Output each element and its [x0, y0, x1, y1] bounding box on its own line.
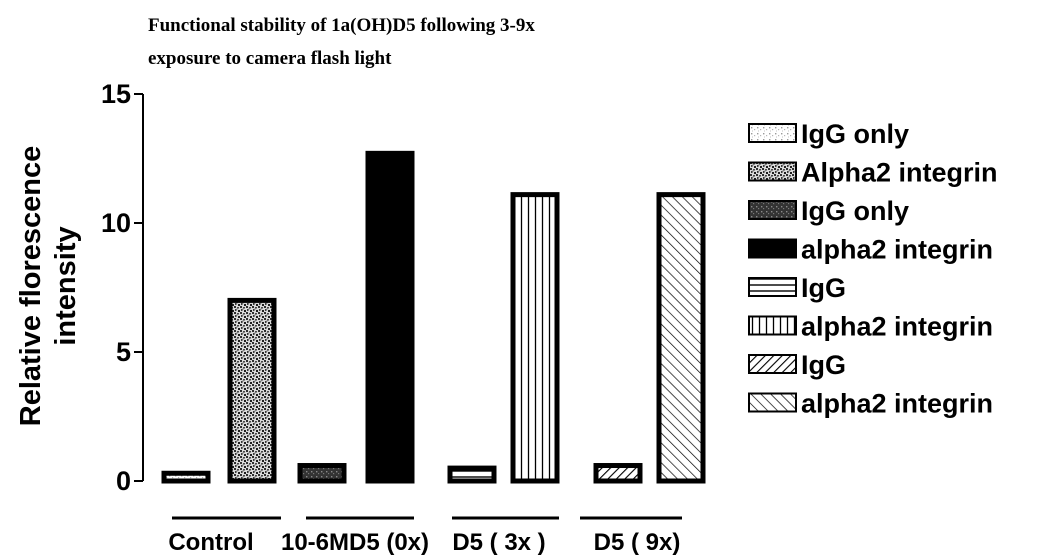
y-tick-label: 0: [116, 466, 131, 496]
legend-swatch: [748, 277, 797, 297]
x-group-label: D5 ( 9x): [594, 529, 681, 556]
legend-swatch: [748, 238, 797, 259]
x-group-label: 10-6MD5 (0x): [281, 529, 429, 556]
y-tick-label: 10: [101, 208, 131, 238]
bar-2-0: [447, 465, 497, 484]
legend-swatch: [748, 354, 797, 374]
legend: IgG only Alpha2 integrin IgG only alpha2 in…: [748, 119, 998, 419]
legend-label: IgG only: [801, 119, 909, 149]
y-tick-label: 15: [101, 79, 131, 109]
bar-0-1: [227, 297, 277, 484]
x-group-label: D5 ( 3x ): [452, 529, 545, 556]
bar-3-0: [593, 463, 643, 484]
chart-title-line-1: Functional stability of 1a(OH)D5 followi…: [148, 15, 535, 36]
legend-label: alpha2 integrin: [801, 312, 993, 342]
bar-2-1: [510, 192, 560, 484]
x-group-label: Control: [168, 529, 253, 556]
bar-0-0: [161, 470, 211, 484]
x-axis-groups: Control 10-6MD5 (0x) D5 ( 3x ) D5 ( 9x): [168, 516, 682, 556]
legend-swatch: [748, 161, 797, 182]
legend-label: IgG: [801, 350, 846, 380]
legend-label: IgG only: [801, 196, 909, 226]
y-axis: 0 5 10 15: [101, 79, 144, 496]
legend-label: alpha2 integrin: [801, 389, 993, 419]
legend-swatch: [748, 123, 797, 143]
bars: [161, 150, 706, 484]
bar-3-1: [656, 192, 706, 484]
legend-swatch: [748, 392, 797, 413]
legend-label: Alpha2 integrin: [801, 158, 998, 188]
legend-swatch: [748, 315, 797, 336]
bar-1-1: [365, 150, 415, 484]
legend-label: alpha2 integrin: [801, 235, 993, 265]
y-tick-label: 5: [116, 337, 131, 367]
y-axis-label-line-2: intensity: [50, 226, 82, 345]
bar-1-0: [297, 463, 347, 484]
legend-swatch: [748, 200, 797, 220]
legend-label: IgG: [801, 273, 846, 303]
y-axis-label-line-1: Relative florescence: [15, 146, 47, 426]
chart-title-line-2: exposure to camera flash light: [148, 48, 392, 69]
